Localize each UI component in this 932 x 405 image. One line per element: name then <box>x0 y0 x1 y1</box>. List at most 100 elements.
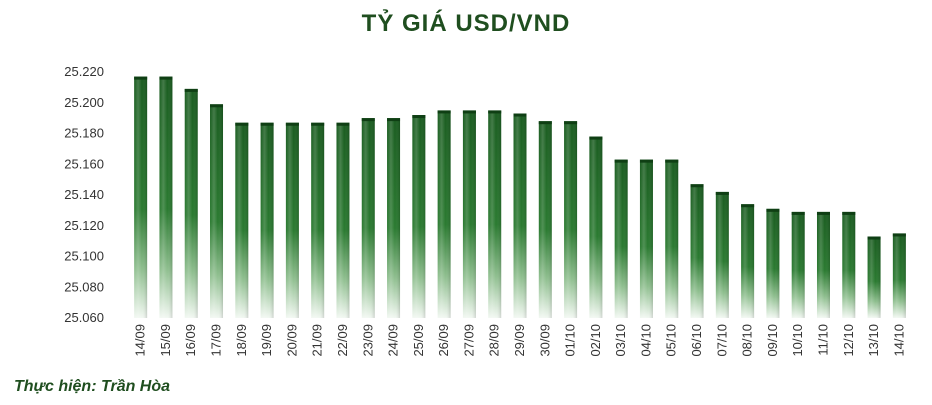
bar-shine <box>437 110 451 318</box>
bar <box>134 76 148 318</box>
bar <box>538 121 552 318</box>
y-tick-label: 25.220 <box>64 64 104 79</box>
bar <box>564 121 578 318</box>
bar-cap <box>639 159 653 163</box>
x-tick-label: 23/09 <box>360 324 375 357</box>
bar <box>488 110 502 318</box>
bar <box>892 233 906 318</box>
bar-shine <box>892 233 906 318</box>
bar <box>589 136 603 318</box>
bar-cap <box>892 233 906 237</box>
bar <box>665 159 679 318</box>
bar <box>412 115 426 318</box>
bar-shine <box>387 118 401 318</box>
x-tick-label: 22/09 <box>335 324 350 357</box>
bar-cap <box>715 191 729 195</box>
bar-shine <box>311 122 325 318</box>
bar <box>235 122 249 318</box>
bar-cap <box>462 110 476 114</box>
bar <box>260 122 274 318</box>
bar-shine <box>614 159 628 318</box>
bar-shine <box>816 211 830 318</box>
x-tick-label: 02/10 <box>588 324 603 357</box>
bar-cap <box>285 122 299 126</box>
x-tick-label: 12/10 <box>841 324 856 357</box>
bar-shine <box>867 236 881 318</box>
x-tick-label: 26/09 <box>436 324 451 357</box>
bar <box>462 110 476 318</box>
bar-shine <box>741 204 755 318</box>
y-tick-label: 25.080 <box>64 279 104 294</box>
bar-cap <box>614 159 628 163</box>
bar <box>867 236 881 318</box>
y-tick-label: 25.180 <box>64 126 104 141</box>
bar-cap <box>311 122 325 126</box>
y-tick-label: 25.140 <box>64 187 104 202</box>
x-tick-label: 14/09 <box>133 324 148 357</box>
bar-cap <box>387 118 401 122</box>
bar-cap <box>564 121 578 125</box>
bar-shine <box>842 211 856 318</box>
x-tick-label: 18/09 <box>234 324 249 357</box>
bar <box>184 88 198 318</box>
bar-shine <box>462 110 476 318</box>
x-tick-label: 01/10 <box>563 324 578 357</box>
bar-shine <box>690 184 704 318</box>
y-tick-label: 25.160 <box>64 156 104 171</box>
bar-shine <box>210 104 224 318</box>
x-tick-label: 11/10 <box>815 324 830 356</box>
bar-cap <box>184 88 198 92</box>
x-tick-label: 16/09 <box>183 324 198 357</box>
bar <box>437 110 451 318</box>
x-tick-label: 15/09 <box>158 324 173 357</box>
bar <box>741 204 755 318</box>
bar-cap <box>665 159 679 163</box>
bar-shine <box>564 121 578 318</box>
bar-shine <box>260 122 274 318</box>
x-tick-label: 08/10 <box>740 324 755 357</box>
bar-shine <box>513 113 527 318</box>
x-tick-label: 13/10 <box>866 324 881 357</box>
bar-cap <box>437 110 451 114</box>
bar-cap <box>867 236 881 240</box>
bar-cap <box>741 204 755 208</box>
bar-cap <box>159 76 173 80</box>
x-tick-label: 20/09 <box>284 324 299 357</box>
bar-cap <box>842 211 856 215</box>
x-tick-label: 06/10 <box>689 324 704 357</box>
y-tick-label: 25.060 <box>64 310 104 325</box>
bar <box>159 76 173 318</box>
bar-shine <box>134 76 148 318</box>
bar-shine <box>766 208 780 318</box>
x-tick-label: 30/09 <box>537 324 552 357</box>
bar <box>639 159 653 318</box>
bar <box>513 113 527 318</box>
bar-cap <box>690 184 704 188</box>
credit-text: Thực hiện: Trần Hòa <box>14 378 171 395</box>
bar <box>842 211 856 318</box>
bar-cap <box>538 121 552 125</box>
x-tick-label: 25/09 <box>411 324 426 357</box>
x-tick-label: 28/09 <box>487 324 502 357</box>
x-tick-label: 27/09 <box>461 324 476 357</box>
x-tick-label: 21/09 <box>310 324 325 357</box>
bar-cap <box>589 136 603 140</box>
bar <box>614 159 628 318</box>
bar <box>690 184 704 318</box>
x-tick-label: 10/10 <box>790 324 805 357</box>
bar <box>766 208 780 318</box>
x-tick-label: 05/10 <box>664 324 679 357</box>
bar-cap <box>235 122 249 126</box>
x-tick-label: 04/10 <box>638 324 653 357</box>
bar-cap <box>816 211 830 215</box>
bar-shine <box>488 110 502 318</box>
x-tick-label: 19/09 <box>259 324 274 357</box>
bar-shine <box>184 88 198 318</box>
y-tick-label: 25.100 <box>64 249 104 264</box>
x-tick-label: 09/10 <box>765 324 780 357</box>
bar-shine <box>336 122 350 318</box>
bar-shine <box>791 211 805 318</box>
x-tick-label: 14/10 <box>891 324 906 357</box>
bar-cap <box>134 76 148 80</box>
